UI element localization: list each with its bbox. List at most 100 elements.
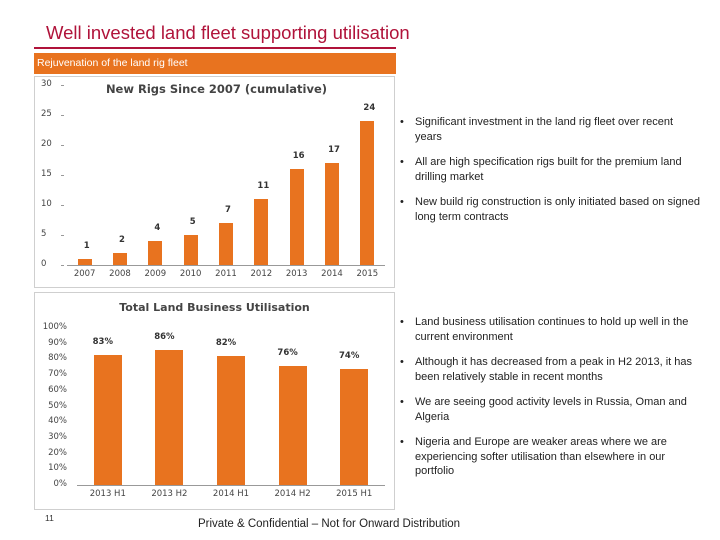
y-tick-label: 80% <box>48 353 67 364</box>
bar-data-label: 11 <box>257 181 270 191</box>
x-tick-label: 2015 H1 <box>336 489 373 499</box>
bar <box>77 259 92 265</box>
bar <box>325 163 339 265</box>
bar-data-label: 86% <box>154 331 175 342</box>
x-tick-label: 2012 <box>250 269 273 279</box>
y-tick-mark <box>61 145 64 146</box>
list-item: • Land business utilisation continues to … <box>400 315 700 344</box>
bar-data-label: 83% <box>92 336 113 347</box>
y-tick-mark <box>61 235 64 236</box>
x-tick-label: 2009 <box>144 269 167 279</box>
slide-title: Well invested land fleet supporting util… <box>46 22 410 43</box>
y-tick-label: 100% <box>42 322 67 332</box>
bar-data-label: 5 <box>189 217 196 227</box>
list-item: • We are seeing good activity levels in R… <box>400 395 700 424</box>
bullet-text: Significant investment in the land rig f… <box>415 116 674 143</box>
bullet-text: Land business utilisation continues to h… <box>415 316 689 343</box>
list-item: • Nigeria and Europe are weaker areas whe… <box>400 435 700 479</box>
y-tick-mark <box>61 265 64 266</box>
y-tick-label: 0% <box>53 479 68 489</box>
bullet-list-rigs: • Significant investment in the land rig … <box>400 115 700 235</box>
list-item: • Significant investment in the land rig … <box>400 115 700 144</box>
footer-disclaimer: Private & Confidential – Not for Onward … <box>198 518 461 530</box>
bar-data-label: 17 <box>328 145 340 155</box>
x-tick-label: 2011 <box>215 269 237 279</box>
y-tick-label: 20% <box>48 447 67 458</box>
bar <box>93 354 122 485</box>
bar-data-label: 16 <box>292 151 305 161</box>
bullet-text: New build rig construction is only initi… <box>415 196 700 223</box>
bullet-glyph: • <box>400 156 404 168</box>
y-tick-label: 5 <box>41 229 47 239</box>
y-tick-label: 10 <box>41 199 52 209</box>
y-tick-mark <box>61 205 64 206</box>
chart-title: New Rigs Since 2007 (cumulative) <box>105 82 328 96</box>
bar-data-label: 2 <box>119 235 125 245</box>
section-banner: Rejuvenation of the land rig fleet <box>34 53 396 74</box>
x-tick-label: 2013 <box>285 269 308 279</box>
bullet-list-utilisation: • Land business utilisation continues to … <box>400 315 700 490</box>
y-tick-label: 25 <box>41 109 52 119</box>
bar <box>254 199 269 265</box>
list-item: • Although it has decreased from a peak i… <box>400 355 700 384</box>
list-item: • All are high specification rigs built f… <box>400 155 700 184</box>
chart-title: Total Land Business Utilisation <box>119 301 310 314</box>
bullet-glyph: • <box>400 396 404 408</box>
y-tick-mark <box>61 115 64 116</box>
bar <box>278 365 307 485</box>
bullet-glyph: • <box>400 356 404 368</box>
y-tick-label: 30% <box>48 431 67 442</box>
y-tick-label: 70% <box>48 369 67 380</box>
bar-data-label: 7 <box>225 205 231 215</box>
y-tick-label: 30 <box>41 79 52 89</box>
y-tick-label: 90% <box>48 337 67 348</box>
x-tick-label: 2014 H1 <box>212 489 250 499</box>
bar-data-label: 4 <box>154 223 161 233</box>
bar <box>155 349 184 485</box>
bullet-text: All are high specification rigs built fo… <box>415 156 682 183</box>
x-tick-label: 2008 <box>109 269 131 279</box>
y-tick-label: 50% <box>48 400 67 411</box>
bar-data-label: 24 <box>363 103 376 113</box>
page-number: 11 <box>45 513 54 523</box>
bar <box>289 169 304 265</box>
bar <box>219 223 233 265</box>
bar-data-label: 74% <box>339 350 360 361</box>
x-axis-line <box>77 485 385 486</box>
y-tick-label: 20 <box>41 139 52 149</box>
utilisation-chart: Total Land Business Utilisation 0% 10% 20%… <box>34 292 395 510</box>
x-tick-label: 2013 H1 <box>89 489 126 499</box>
y-tick-label: 0 <box>41 259 47 269</box>
bullet-text: We are seeing good activity levels in Ru… <box>415 396 687 423</box>
bar <box>217 356 245 485</box>
x-tick-label: 2014 H2 <box>274 489 311 499</box>
y-tick-label: 60% <box>48 384 67 395</box>
bar <box>113 253 127 265</box>
bar <box>340 368 369 485</box>
bar <box>360 121 375 265</box>
y-tick-label: 15 <box>41 169 52 179</box>
bullet-text: Nigeria and Europe are weaker areas wher… <box>415 436 667 477</box>
bullet-text: Although it has decreased from a peak in… <box>415 356 693 383</box>
bar <box>183 235 198 265</box>
bar-data-label: 76% <box>277 347 298 358</box>
y-tick-mark <box>61 175 64 176</box>
list-item: • New build rig construction is only init… <box>400 195 700 224</box>
x-tick-label: 2013 H2 <box>151 489 188 499</box>
title-underline <box>34 47 396 49</box>
bullet-glyph: • <box>400 116 404 128</box>
x-tick-label: 2015 <box>356 269 379 279</box>
bullet-glyph: • <box>400 316 404 328</box>
y-tick-mark <box>61 85 64 86</box>
y-tick-label: 40% <box>48 416 67 427</box>
x-tick-label: 2014 <box>321 269 343 279</box>
bar-data-label: 1 <box>83 241 90 251</box>
x-tick-label: 2007 <box>73 269 96 279</box>
x-tick-label: 2010 <box>179 269 202 279</box>
bar <box>148 241 163 265</box>
new-rigs-chart: New Rigs Since 2007 (cumulative) 0 5 10 15 2… <box>34 76 395 288</box>
bar-data-label: 82% <box>215 338 237 349</box>
y-tick-label: 10% <box>48 463 67 474</box>
bullet-glyph: • <box>400 436 404 448</box>
x-axis-line <box>67 265 385 266</box>
